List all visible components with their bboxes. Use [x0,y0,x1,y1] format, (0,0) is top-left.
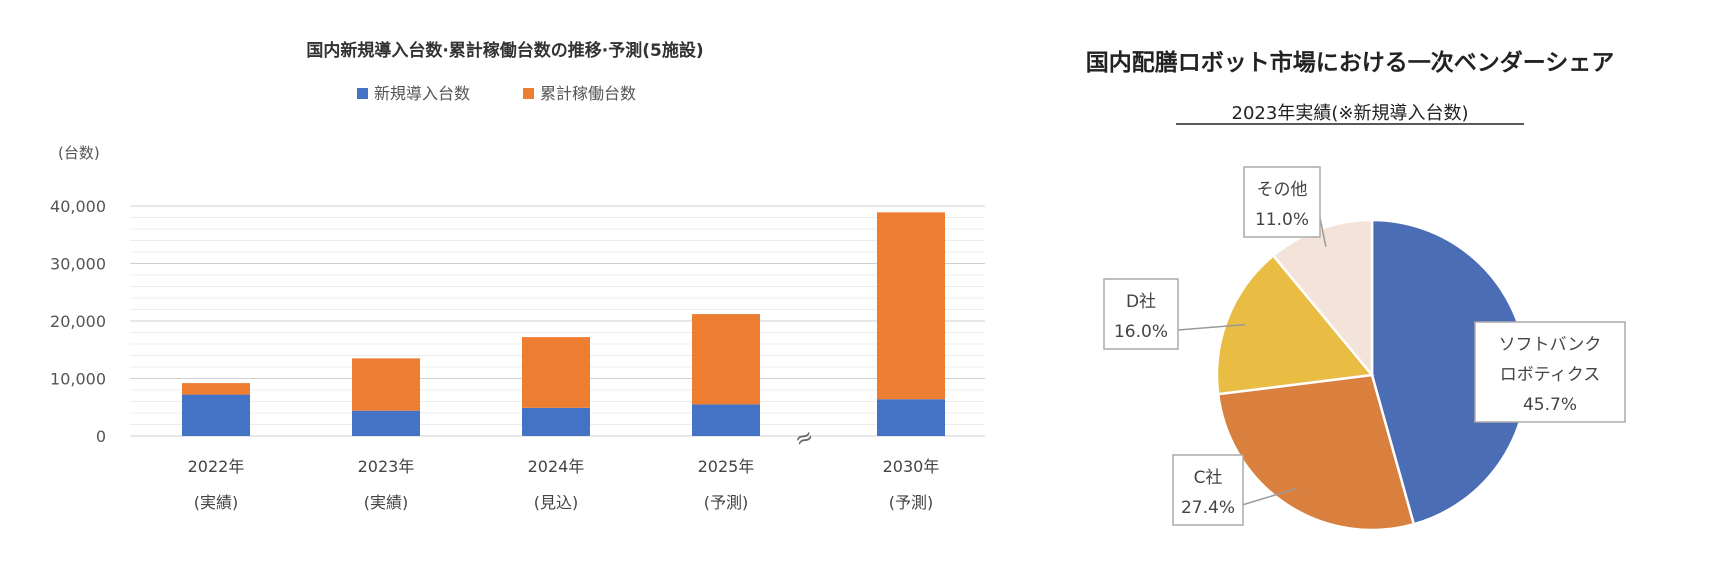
pie-chart-title: 国内配膳ロボット市場における一次ベンダーシェア [1086,49,1615,76]
pie-label-box [1172,454,1244,526]
legend-swatch-new [357,88,368,99]
pie-value-label: 11.0% [1255,210,1309,230]
pie-category-label: C社 [1194,468,1223,488]
y-axis-unit-label: (台数) [58,144,100,162]
bar-cumulative-units [352,358,420,411]
bar-chart-title: 国内新規導入台数·累計稼働台数の推移·予測(5施設) [306,40,703,61]
bar-cumulative-units [182,383,250,395]
y-tick-label: 20,000 [50,312,106,331]
legend-swatch-cumulative [523,88,534,99]
legend-label-cumulative: 累計稼働台数 [540,84,636,103]
axis-break-symbol: ≈ [791,423,818,453]
bar-x-ticks: 2022年 (実績) 2023年 (実績) 2024年 (見込) 2025年 (予測) 2030… [188,457,940,512]
x-tick-year: 2023年 [358,457,415,476]
pie-value-label: 16.0% [1114,322,1168,342]
pie-label-box [1103,278,1179,350]
y-tick-label: 10,000 [50,370,106,389]
x-tick-year: 2022年 [188,457,245,476]
bar-cumulative-units [877,212,945,400]
x-tick-year: 2030年 [883,457,940,476]
bar-cumulative-units [522,337,590,408]
pie-label-box [1474,321,1626,423]
pie-category-label: ロボティクス [1500,365,1600,385]
y-tick-label: 30,000 [50,255,106,274]
pie-slices [1215,218,1529,532]
pie-chart-subtitle: 2023年実績(※新規導入台数) [1232,103,1469,124]
pie-value-label: 27.4% [1181,498,1235,518]
bar-new-installs [692,404,760,436]
bar-new-installs [522,407,590,436]
x-tick-year: 2025年 [698,457,755,476]
bar-cumulative-units [692,314,760,405]
bar-new-installs [182,394,250,436]
bar-legend: 新規導入台数 累計稼働台数 [357,84,636,103]
pie-value-label: 45.7% [1523,395,1577,415]
pie-category-label: その他 [1257,180,1308,200]
y-tick-label: 40,000 [50,197,106,216]
x-tick-note: (見込) [534,493,579,512]
bar-y-ticks: 0 10,000 20,000 30,000 40,000 [50,197,106,446]
y-tick-label: 0 [96,427,106,446]
bar-marks [182,212,945,436]
pie-slice [1215,253,1375,396]
bar-gridlines [130,205,985,437]
bar-new-installs [877,399,945,436]
x-tick-year: 2024年 [528,457,585,476]
pie-slice [1216,373,1416,532]
pie-category-label: ソフトバンク [1499,335,1602,355]
x-tick-note: (予測) [889,493,934,512]
x-tick-note: (実績) [194,493,239,512]
x-tick-note: (実績) [364,493,409,512]
legend-label-new: 新規導入台数 [374,84,470,103]
pie-label-box [1243,166,1321,238]
bar-new-installs [352,410,420,436]
x-tick-note: (予測) [704,493,749,512]
pie-category-label: D社 [1126,292,1156,312]
